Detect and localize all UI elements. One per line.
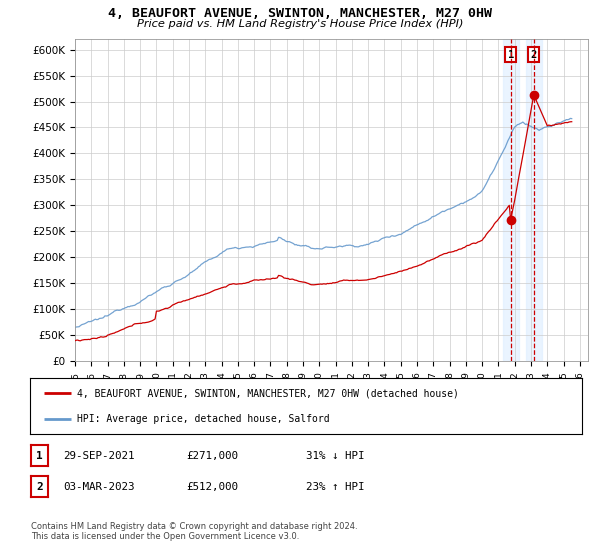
Text: 2: 2 bbox=[36, 482, 43, 492]
Text: 4, BEAUFORT AVENUE, SWINTON, MANCHESTER, M27 0HW (detached house): 4, BEAUFORT AVENUE, SWINTON, MANCHESTER,… bbox=[77, 388, 459, 398]
Text: 4, BEAUFORT AVENUE, SWINTON, MANCHESTER, M27 0HW: 4, BEAUFORT AVENUE, SWINTON, MANCHESTER,… bbox=[108, 7, 492, 20]
Text: £512,000: £512,000 bbox=[186, 482, 238, 492]
Text: 03-MAR-2023: 03-MAR-2023 bbox=[63, 482, 134, 492]
Text: 2: 2 bbox=[530, 50, 537, 60]
Bar bbox=[503, 39, 519, 361]
Bar bbox=[526, 39, 542, 361]
Text: 1: 1 bbox=[36, 451, 43, 461]
Text: 1: 1 bbox=[508, 50, 514, 60]
Text: 23% ↑ HPI: 23% ↑ HPI bbox=[306, 482, 365, 492]
Text: £271,000: £271,000 bbox=[186, 451, 238, 461]
Text: 29-SEP-2021: 29-SEP-2021 bbox=[63, 451, 134, 461]
Text: Contains HM Land Registry data © Crown copyright and database right 2024.
This d: Contains HM Land Registry data © Crown c… bbox=[31, 522, 358, 542]
Text: 31% ↓ HPI: 31% ↓ HPI bbox=[306, 451, 365, 461]
Text: Price paid vs. HM Land Registry's House Price Index (HPI): Price paid vs. HM Land Registry's House … bbox=[137, 19, 463, 29]
Text: HPI: Average price, detached house, Salford: HPI: Average price, detached house, Salf… bbox=[77, 414, 329, 424]
